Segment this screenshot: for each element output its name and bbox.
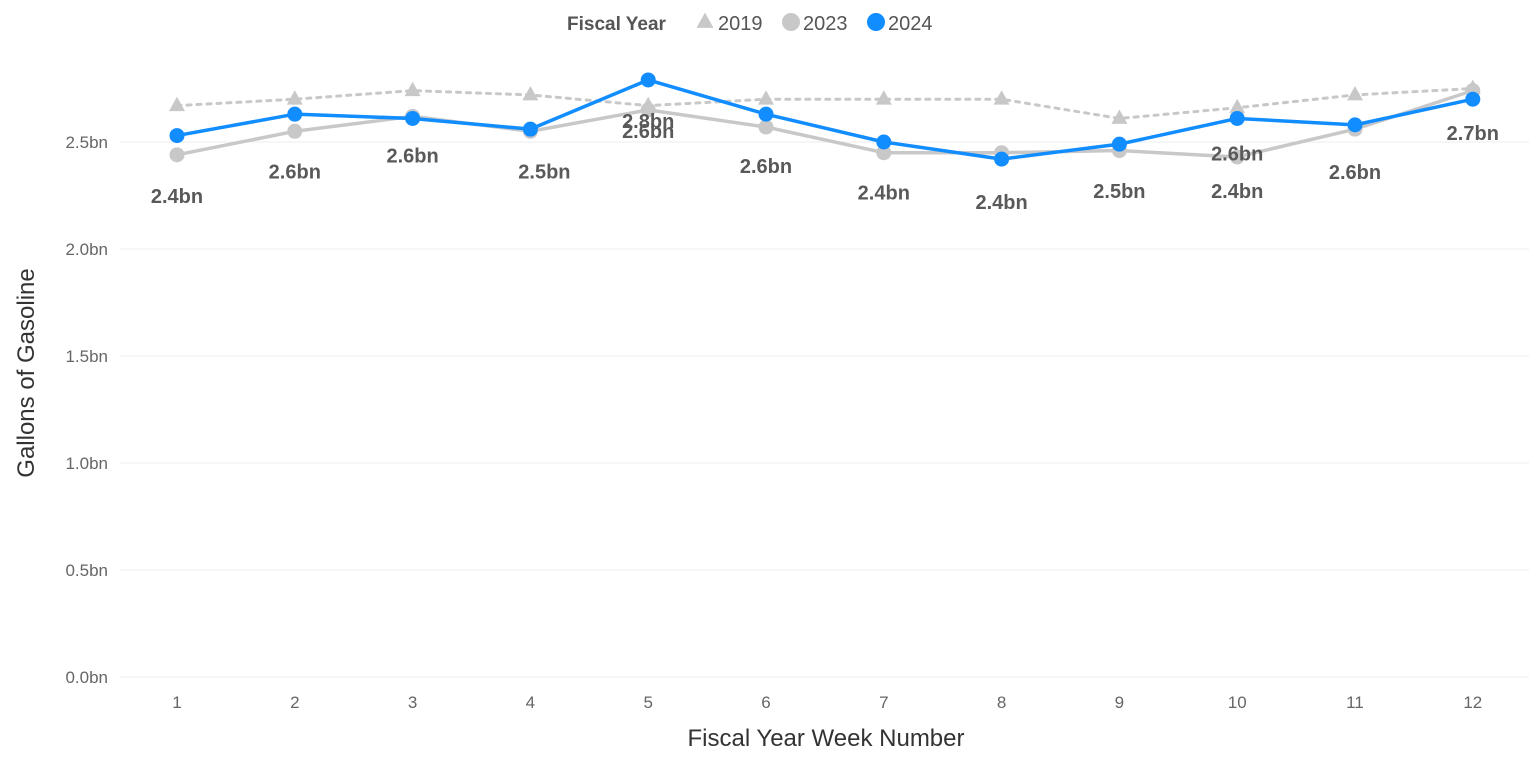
chart-legend: Fiscal Year 2019 2023 2024 <box>567 12 933 35</box>
data-label: 2.6bn <box>622 121 674 143</box>
x-tick-label: 11 <box>1346 693 1364 712</box>
y-tick-label: 0.0bn <box>65 668 108 687</box>
x-axis-ticks: 1 2 3 4 5 6 7 8 9 10 11 12 <box>172 693 1482 712</box>
y-tick-label: 1.5bn <box>65 347 108 366</box>
point-marker <box>1229 149 1245 165</box>
point-marker <box>1347 117 1363 133</box>
legend-marker-2023 <box>782 13 800 31</box>
point-marker <box>522 85 539 101</box>
point-marker <box>758 119 774 135</box>
point-marker <box>875 90 892 105</box>
y-tick-label: 1.0bn <box>65 454 108 473</box>
y-tick-label: 2.5bn <box>65 133 108 152</box>
y-tick-label: 2.0bn <box>65 240 108 259</box>
point-marker <box>404 81 421 97</box>
data-label: 2.5bn <box>1093 181 1145 203</box>
x-tick-label: 1 <box>172 693 181 712</box>
legend-marker-2024 <box>867 13 885 31</box>
point-marker <box>405 110 421 126</box>
point-marker <box>1465 91 1481 107</box>
x-tick-label: 8 <box>997 693 1006 712</box>
chart-series <box>169 72 1481 167</box>
point-marker <box>1111 136 1127 152</box>
x-tick-label: 10 <box>1228 693 1247 712</box>
data-labels: 2.4bn2.6bn2.6bn2.5bn2.8bn2.6bn2.6bn2.4bn… <box>151 111 1499 214</box>
x-tick-label: 9 <box>1115 693 1124 712</box>
gridlines <box>120 141 1529 678</box>
data-label: 2.6bn <box>740 156 792 178</box>
point-marker <box>876 145 892 161</box>
point-marker <box>1229 98 1246 114</box>
data-label: 2.6bn <box>386 145 438 167</box>
point-marker <box>994 151 1010 167</box>
data-label: 2.6bn <box>1211 143 1263 165</box>
point-marker <box>640 102 656 118</box>
x-tick-label: 2 <box>290 693 299 712</box>
point-marker <box>876 134 892 150</box>
legend-label-2024: 2024 <box>888 13 933 35</box>
legend-marker-2019 <box>696 12 714 28</box>
point-marker <box>286 90 303 105</box>
data-label: 2.4bn <box>1211 181 1263 203</box>
data-label: 2.4bn <box>151 186 203 208</box>
point-marker <box>169 147 185 163</box>
series-2024 <box>169 72 1481 167</box>
point-marker <box>522 121 538 137</box>
x-tick-label: 3 <box>408 693 417 712</box>
data-label: 2.4bn <box>975 192 1027 214</box>
legend-label-2019: 2019 <box>718 13 763 35</box>
x-tick-label: 4 <box>526 693 535 712</box>
point-marker <box>287 106 303 122</box>
data-label: 2.6bn <box>1329 162 1381 184</box>
series-line-2019 <box>175 87 1475 120</box>
data-label: 2.6bn <box>269 161 321 183</box>
series-line-2024 <box>176 78 1474 161</box>
data-label: 2.7bn <box>1447 123 1499 145</box>
point-marker <box>1229 110 1245 126</box>
point-marker <box>1347 85 1363 101</box>
point-marker <box>758 90 774 105</box>
x-tick-label: 6 <box>761 693 770 712</box>
x-axis-title: Fiscal Year Week Number <box>687 725 964 752</box>
data-label: 2.4bn <box>858 183 910 205</box>
point-marker <box>169 96 185 112</box>
point-marker <box>758 106 774 122</box>
legend-label-2023: 2023 <box>803 13 848 35</box>
y-axis-title: Gallons of Gasoline <box>13 268 40 477</box>
y-tick-label: 0.5bn <box>65 561 108 580</box>
legend-title: Fiscal Year <box>567 14 667 35</box>
x-tick-label: 5 <box>643 693 652 712</box>
point-marker <box>640 72 656 88</box>
point-marker <box>169 128 185 144</box>
data-label: 2.5bn <box>518 161 570 183</box>
y-axis-ticks: 0.0bn 0.5bn 1.0bn 1.5bn 2.0bn 2.5bn <box>65 133 108 687</box>
point-marker <box>1111 109 1128 124</box>
x-tick-label: 7 <box>879 693 888 712</box>
data-label: 2.8bn <box>622 111 674 133</box>
series-line-2023 <box>176 88 1474 159</box>
point-marker <box>287 123 303 139</box>
x-tick-label: 12 <box>1463 693 1482 712</box>
point-marker <box>993 90 1010 105</box>
